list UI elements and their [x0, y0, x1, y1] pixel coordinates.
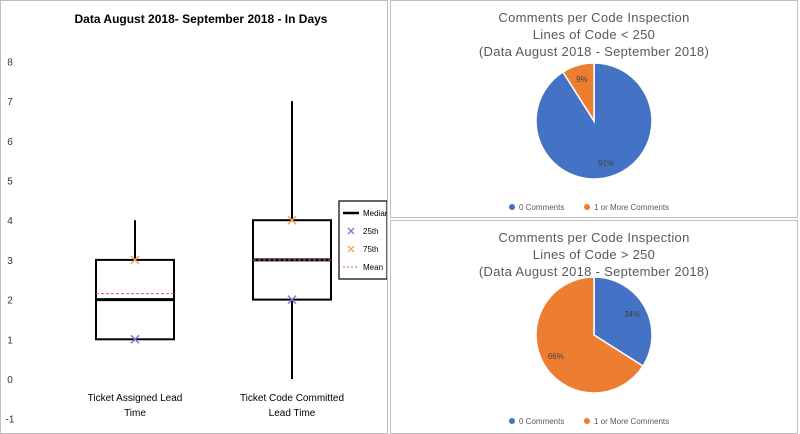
legend-label: 1 or More Comments	[594, 203, 669, 212]
y-tick-label: 1	[7, 335, 13, 346]
pie-data-label: 34%	[624, 310, 640, 319]
p75-marker	[130, 255, 140, 265]
legend-label: 25th	[363, 227, 379, 236]
pie-chart-panel-large: Comments per Code Inspection Lines of Cod…	[390, 220, 798, 434]
pie-chart-small-loc: Comments per Code Inspection Lines of Cod…	[479, 10, 709, 212]
y-tick-label: 7	[7, 97, 13, 108]
y-tick-label: 4	[7, 216, 13, 227]
pie-slice	[535, 276, 645, 394]
pie-title-line: Lines of Code < 250	[533, 27, 655, 42]
marker-stroke	[347, 245, 355, 253]
pie-chart-large-loc: Comments per Code Inspection Lines of Cod…	[479, 230, 709, 426]
marker-stroke	[130, 255, 140, 265]
x-category-label: Lead Time	[269, 408, 316, 419]
y-tick-label: 0	[7, 375, 13, 386]
y-tick-label: 6	[7, 137, 13, 148]
marker-stroke	[130, 334, 140, 344]
y-tick-label: -1	[6, 415, 15, 426]
legend-swatch	[509, 204, 515, 210]
legend-label: Mean	[363, 263, 383, 272]
legend-label: 0 Comments	[519, 417, 564, 426]
legend-x-swatch	[347, 245, 355, 253]
pie-title-line: (Data August 2018 - September 2018)	[479, 44, 709, 59]
legend-label: 1 or More Comments	[594, 417, 669, 426]
legend-box	[338, 200, 387, 280]
legend-x-swatch	[347, 227, 355, 235]
legend-label: Median	[363, 209, 387, 218]
x-category-label: Time	[124, 408, 146, 419]
legend-label: 0 Comments	[519, 203, 564, 212]
pie-data-label: 91%	[598, 159, 614, 168]
legend-swatch	[509, 418, 515, 424]
chart-title: Data August 2018- September 2018 - In Da…	[75, 12, 328, 26]
pie-data-label: 66%	[548, 352, 564, 361]
pie-title-line: (Data August 2018 - September 2018)	[479, 264, 709, 279]
pie-chart-panel-small: Comments per Code Inspection Lines of Cod…	[390, 0, 798, 218]
legend-swatch	[584, 204, 590, 210]
marker-stroke	[287, 295, 297, 305]
pie-title-line: Comments per Code Inspection	[498, 10, 689, 25]
pie-slice	[561, 62, 595, 124]
pie-title-line: Comments per Code Inspection	[498, 230, 689, 245]
marker-stroke	[347, 227, 355, 235]
marker-stroke	[287, 215, 297, 225]
boxplot-panel: Data August 2018- September 2018 - In Da…	[0, 0, 388, 434]
p25-marker	[287, 295, 297, 305]
legend-label: 75th	[363, 245, 379, 254]
pie-data-label: 9%	[576, 75, 588, 84]
y-tick-label: 3	[7, 256, 13, 267]
x-category-label: Ticket Code Committed	[240, 393, 344, 404]
legend-swatch	[584, 418, 590, 424]
boxplot-chart: Data August 2018- September 2018 - In Da…	[6, 12, 387, 426]
pie-title-line: Lines of Code > 250	[533, 247, 655, 262]
p25-marker	[130, 334, 140, 344]
legend: Median 25th 75th Mean	[338, 200, 387, 280]
p75-marker	[287, 215, 297, 225]
y-tick-label: 5	[7, 177, 13, 188]
y-tick-label: 8	[7, 57, 13, 68]
x-category-label: Ticket Assigned Lead	[88, 393, 183, 404]
y-tick-label: 2	[7, 296, 13, 307]
